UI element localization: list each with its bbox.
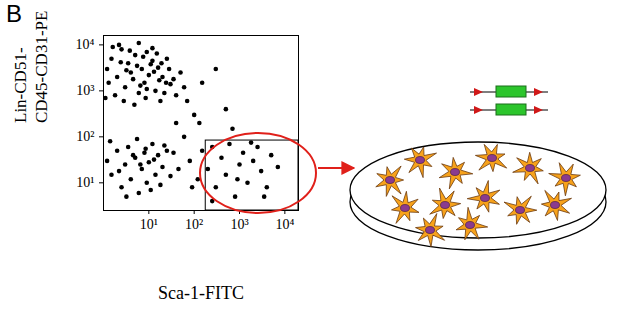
svg-text:10⁴: 10⁴ [76,37,95,52]
svg-text:10⁴: 10⁴ [275,217,294,232]
svg-text:10³: 10³ [76,83,94,98]
svg-text:10¹: 10¹ [76,175,94,190]
svg-text:Lin-CD51-CD45-CD31-PE: Lin-CD51-CD45-CD31-PE [11,11,51,123]
svg-text:10²: 10² [185,217,203,232]
svg-text:10²: 10² [76,129,94,144]
svg-text:10¹: 10¹ [140,217,158,232]
svg-text:Sca-1-FITC: Sca-1-FITC [158,283,244,303]
svg-text:10³: 10³ [230,217,248,232]
